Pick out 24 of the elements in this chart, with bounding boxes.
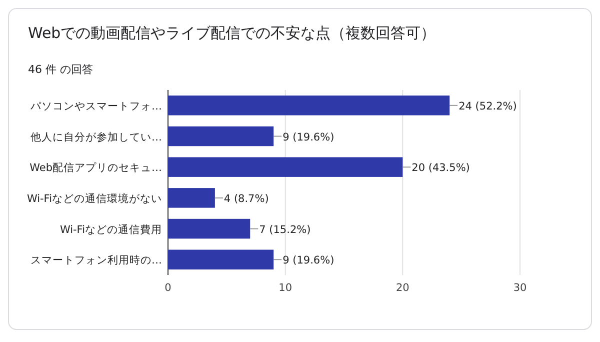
data-label: 24 (52.2%) <box>458 100 517 112</box>
bar <box>168 188 215 208</box>
y-tick-label: Wi-Fiなどの通信費用 <box>60 222 162 236</box>
x-tick-label: 10 <box>278 282 292 294</box>
x-tick-label: 30 <box>513 282 527 294</box>
bar <box>168 96 450 116</box>
chart-title: Webでの動画配信やライブ配信での不安な点（複数回答可） <box>28 24 436 42</box>
y-tick-label: 他人に自分が参加してい… <box>30 130 162 144</box>
y-tick-label: スマートフォン利用時の… <box>30 254 162 267</box>
data-label: 7 (15.2%) <box>259 224 311 236</box>
y-tick-label: パソコンやスマートフォ… <box>30 100 162 112</box>
bar <box>168 126 274 146</box>
bar <box>168 157 403 177</box>
data-label: 20 (43.5%) <box>412 162 470 174</box>
data-label: 9 (19.6%) <box>282 131 334 144</box>
bar <box>168 218 250 239</box>
data-label: 9 (19.6%) <box>282 254 334 267</box>
text: 46 件 の回答 <box>28 63 93 76</box>
x-tick-label: 0 <box>164 282 172 294</box>
y-tick-label: Wi-Fiなどの通信環境がない <box>26 192 162 205</box>
y-tick-label: Web配信アプリのセキュ… <box>30 161 162 174</box>
bar <box>168 250 274 270</box>
data-label: 4 (8.7%) <box>224 192 269 205</box>
x-tick-label: 20 <box>396 282 410 294</box>
